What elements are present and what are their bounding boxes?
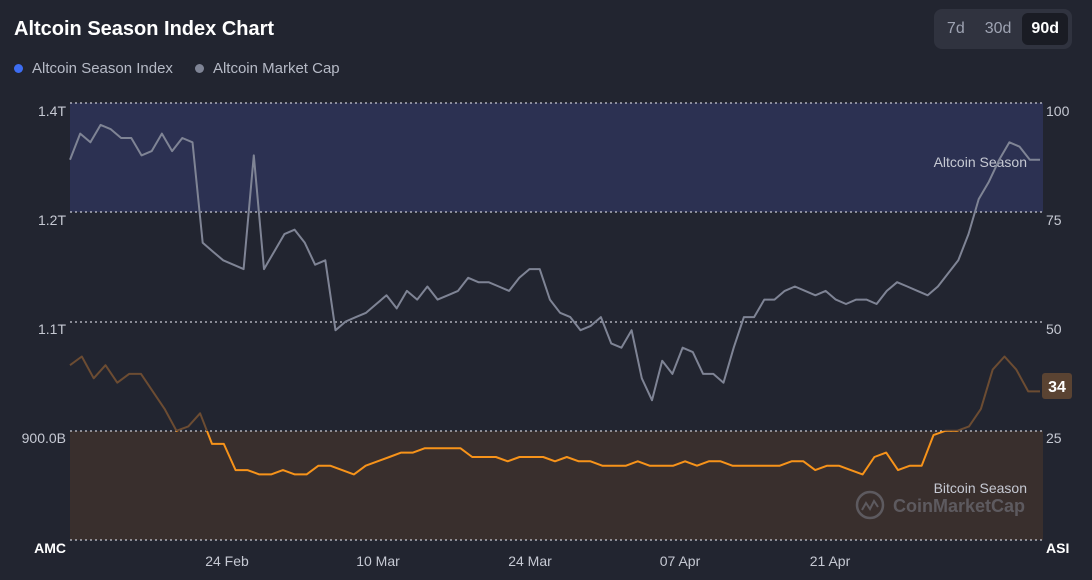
altcoin-season-index-line [175,431,960,476]
altcoin-season-zone [70,103,1043,212]
current-value-badge [1042,373,1072,399]
y-right-axis-label: ASI [1046,540,1069,556]
coinmarketcap-logo-icon: CoinMarketCap [855,490,1025,520]
legend-item-index[interactable]: Altcoin Season Index [14,60,173,77]
y-left-tick-label: 1.2T [38,212,66,228]
legend-label-index: Altcoin Season Index [32,60,173,77]
range-7d-button[interactable]: 7d [946,20,965,37]
y-right-tick-label: 75 [1046,212,1062,228]
y-left-tick-label: 1.4T [38,103,66,119]
x-tick-label: 24 Feb [205,553,249,569]
x-tick-label: 21 Apr [810,553,851,569]
x-tick-label: 24 Mar [508,553,552,569]
watermark-text: CoinMarketCap [893,496,1025,516]
legend: Altcoin Season Index Altcoin Market Cap [14,60,340,77]
range-90d-button[interactable]: 90d [1022,13,1068,45]
y-right-tick-label: 50 [1046,321,1062,337]
current-value-text: 34 [1048,379,1066,396]
y-right-tick-label: 25 [1046,430,1062,446]
y-left-axis-label: AMC [34,540,66,556]
y-left-tick-label: 1.1T [38,321,66,337]
x-tick-label: 07 Apr [660,553,701,569]
legend-item-market-cap[interactable]: Altcoin Market Cap [194,60,340,77]
altcoin-season-label: Altcoin Season [934,154,1027,170]
legend-dot-icon [14,64,23,73]
range-selector: 7d 30d 90d [933,9,1072,49]
bitcoin-season-label: Bitcoin Season [934,480,1027,496]
chart-title: Altcoin Season Index Chart [14,18,275,40]
market-cap-line [69,123,1040,402]
y-right-tick-label: 100 [1046,103,1070,119]
bitcoin-season-zone [70,431,1043,540]
range-30d-button[interactable]: 30d [984,20,1012,37]
y-left-tick-label: 900.0B [22,430,66,446]
x-tick-label: 10 Mar [356,553,400,569]
legend-label-market-cap: Altcoin Market Cap [212,60,340,77]
legend-dot-icon [194,64,204,73]
